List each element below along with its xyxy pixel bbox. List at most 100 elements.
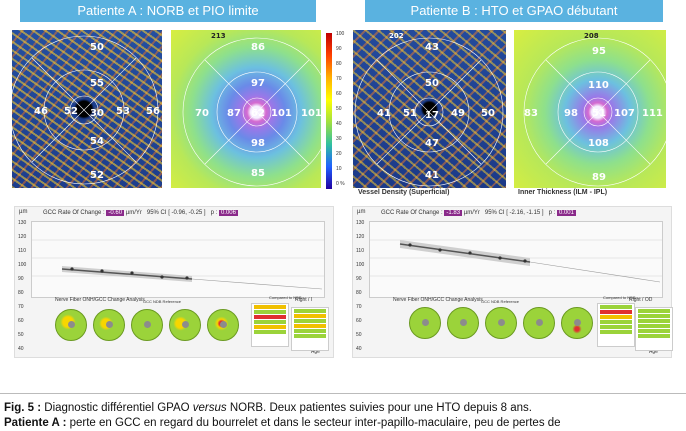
sector-value: 107 bbox=[614, 108, 635, 119]
regression-line bbox=[399, 243, 531, 263]
etdrs-grid-overlay bbox=[354, 37, 504, 187]
trend-plot bbox=[31, 221, 325, 298]
eye-label: Right / I bbox=[295, 297, 313, 303]
banner-patient-b: Patiente B : HTO et GPAO débutant bbox=[365, 0, 663, 22]
scale-label: 0 % bbox=[336, 181, 345, 187]
grid-corner-value: 213 bbox=[211, 32, 226, 40]
gcc-report-b: µm GCC Rate Of Change : -1.83 µm/Yr 95% … bbox=[352, 206, 673, 358]
data-point bbox=[100, 269, 104, 273]
sector-value: 50 bbox=[90, 42, 104, 53]
sector-value: 30 bbox=[90, 108, 104, 119]
sector-value: 55 bbox=[90, 78, 104, 89]
unit-label: µm bbox=[19, 209, 28, 215]
caption-text: Diagnostic différentiel GPAO bbox=[41, 402, 193, 414]
section-title: Nerve Fiber ONH/GCC Change Analysis bbox=[393, 297, 483, 303]
gcc-thumbnail bbox=[55, 309, 87, 341]
banner-patient-a: Patiente A : NORB et PIO limite bbox=[20, 0, 316, 22]
scale-label: 100 bbox=[336, 31, 345, 37]
y-tick: 130 bbox=[356, 220, 365, 226]
caption-italic: versus bbox=[192, 402, 227, 414]
figure-number: Fig. 5 : bbox=[4, 402, 42, 414]
y-tick: 50 bbox=[18, 332, 24, 338]
y-tick: 80 bbox=[356, 290, 362, 296]
y-tick: 120 bbox=[18, 234, 27, 240]
gcc-thumbnail bbox=[93, 309, 125, 341]
scale-label: 60 bbox=[336, 91, 342, 97]
y-tick: 100 bbox=[356, 262, 365, 268]
y-tick: 70 bbox=[356, 304, 362, 310]
data-point bbox=[70, 267, 74, 271]
grid-corner-value: 202 bbox=[389, 32, 404, 40]
data-point bbox=[523, 259, 527, 263]
sector-value: 53 bbox=[116, 106, 130, 117]
rate-title: GCC Rate Of Change : -1.83 µm/Yr 95% CI … bbox=[381, 210, 576, 216]
sector-value: 85 bbox=[251, 168, 265, 179]
sector-value: 87 bbox=[227, 108, 241, 119]
rate-unit: µm/Yr bbox=[125, 210, 142, 216]
sector-value: 52 bbox=[64, 106, 78, 117]
gcc-thumbnail bbox=[561, 307, 593, 339]
thumbnail-row bbox=[55, 309, 239, 341]
section-title: Nerve Fiber ONH/GCC Change Analysis bbox=[55, 297, 145, 303]
etdrs-grid-overlay bbox=[523, 37, 666, 187]
panel-b-thickness-map: 208 95 110 83 98 51 107 111 108 89 bbox=[514, 30, 666, 188]
y-tick: 70 bbox=[18, 304, 24, 310]
scale-label: 50 bbox=[336, 106, 342, 112]
scale-label: 20 bbox=[336, 151, 342, 157]
y-tick: 100 bbox=[18, 262, 27, 268]
sector-value: 47 bbox=[425, 138, 439, 149]
panel-b-vessel-map: 202 43 50 41 51 17 49 50 47 41 bbox=[353, 30, 506, 188]
projection-line bbox=[529, 261, 661, 283]
y-tick: 90 bbox=[18, 276, 24, 282]
side-table bbox=[635, 307, 673, 351]
sector-value: 41 bbox=[425, 170, 439, 181]
data-point bbox=[160, 275, 164, 279]
caption-text: perte en GCC en regard du bourrelet et d… bbox=[66, 417, 561, 429]
color-scale-bar bbox=[326, 33, 332, 189]
trend-plot-svg bbox=[370, 239, 662, 283]
scale-label: 10 bbox=[336, 166, 342, 172]
y-tick: 90 bbox=[356, 276, 362, 282]
eye-label: Right / OD bbox=[629, 297, 653, 303]
rate-prefix: GCC Rate Of Change : bbox=[381, 210, 443, 216]
sector-value: 89 bbox=[592, 172, 606, 183]
rate-value: -0.60 bbox=[106, 210, 125, 216]
side-table bbox=[251, 303, 289, 347]
sector-value: 46 bbox=[34, 106, 48, 117]
p-label: p : bbox=[548, 210, 556, 216]
scale-label: 70 bbox=[336, 76, 342, 82]
panel-a-vessel-map: 50 55 46 52 30 53 56 54 52 bbox=[12, 30, 162, 188]
sector-value: 70 bbox=[195, 108, 209, 119]
sector-value: 110 bbox=[588, 80, 609, 91]
figure-frame: Patiente A : NORB et PIO limite Patiente… bbox=[12, 0, 673, 358]
sector-value: 97 bbox=[251, 78, 265, 89]
y-tick: 60 bbox=[356, 318, 362, 324]
side-table bbox=[597, 303, 635, 347]
sector-value: 108 bbox=[588, 138, 609, 149]
sector-value: 111 bbox=[642, 108, 663, 119]
gcc-report-a: µm GCC Rate Of Change : -0.60 µm/Yr 95% … bbox=[14, 206, 334, 358]
y-tick: 110 bbox=[356, 248, 364, 254]
p-label: p : bbox=[210, 210, 218, 216]
sector-value: 95 bbox=[592, 46, 606, 57]
sector-value: 50 bbox=[481, 108, 495, 119]
sector-value: 41 bbox=[377, 108, 391, 119]
gcc-thumbnail bbox=[485, 307, 517, 339]
sector-value: 62 bbox=[251, 108, 265, 119]
patient-a-label: Patiente A : bbox=[4, 417, 67, 429]
sector-value: 98 bbox=[564, 108, 578, 119]
etdrs-grid-overlay bbox=[182, 37, 321, 187]
p-value: 0.001 bbox=[556, 210, 576, 216]
sector-value: 49 bbox=[451, 108, 465, 119]
sector-value: 50 bbox=[425, 78, 439, 89]
thumbnail-row bbox=[409, 307, 593, 339]
sector-value: 52 bbox=[90, 170, 104, 181]
sector-value: 56 bbox=[146, 106, 160, 117]
figure-caption: Fig. 5 : Diagnostic différentiel GPAO ve… bbox=[4, 401, 682, 431]
side-table bbox=[291, 307, 329, 351]
reference-label: GCC NDB Reference bbox=[481, 299, 520, 304]
grid-corner-value: 208 bbox=[584, 32, 599, 40]
gcc-thumbnail bbox=[169, 309, 201, 341]
gcc-thumbnail bbox=[447, 307, 479, 339]
sector-value: 17 bbox=[425, 110, 439, 121]
